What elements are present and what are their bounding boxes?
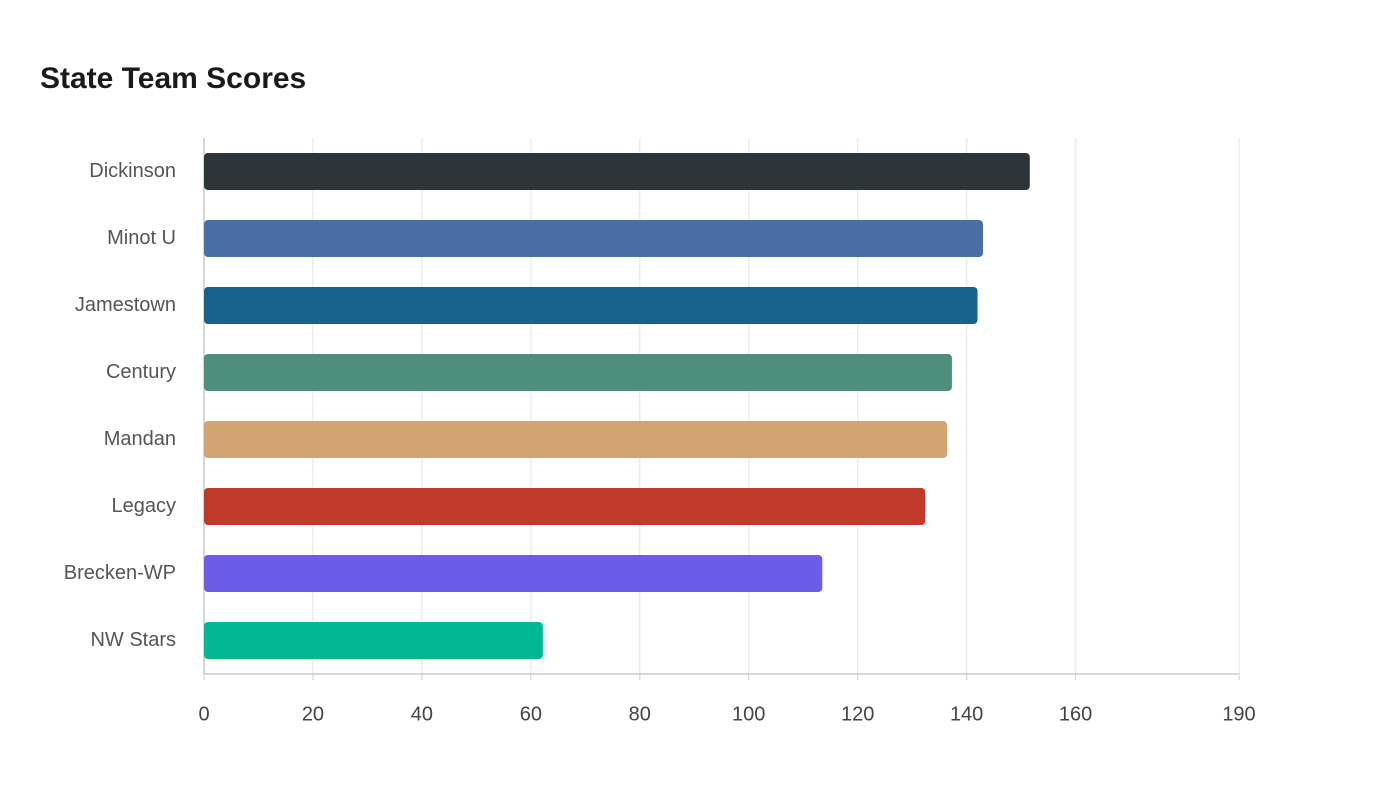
x-tick-label: 0 — [198, 703, 209, 725]
x-tick-label: 190 — [1222, 703, 1255, 725]
y-tick-label: Dickinson — [89, 160, 176, 182]
bar — [204, 220, 983, 257]
bar — [204, 153, 1030, 190]
bar — [204, 555, 823, 592]
bar — [204, 354, 952, 391]
x-tick-label: 160 — [1059, 703, 1092, 725]
x-tick-label: 40 — [411, 703, 433, 725]
bar — [204, 488, 926, 525]
y-tick-label: Legacy — [112, 495, 177, 517]
y-tick-label: Minot U — [107, 227, 176, 249]
y-tick-label: NW Stars — [90, 629, 176, 651]
y-tick-label: Mandan — [104, 428, 176, 450]
x-tick-label: 120 — [841, 703, 874, 725]
x-tick-label: 100 — [732, 703, 765, 725]
chart-title: State Team Scores — [40, 62, 306, 95]
x-tick-label: 60 — [520, 703, 542, 725]
bar — [204, 421, 948, 458]
x-tick-label: 80 — [629, 703, 651, 725]
x-tick-label: 20 — [302, 703, 324, 725]
y-tick-label: Jamestown — [75, 294, 176, 316]
y-tick-label: Century — [106, 361, 176, 383]
x-tick-label: 140 — [950, 703, 983, 725]
bar — [204, 622, 543, 659]
bar — [204, 287, 978, 324]
y-tick-label: Brecken-WP — [64, 562, 176, 584]
